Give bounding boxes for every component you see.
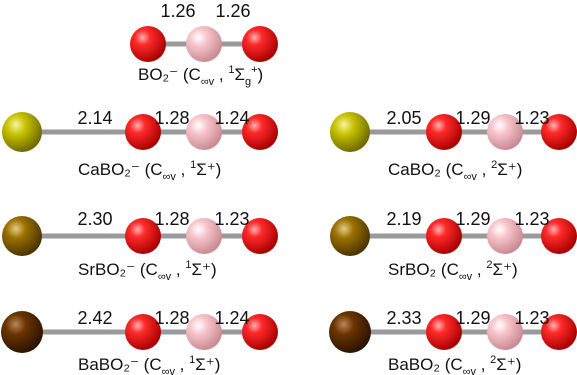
barium-atom bbox=[1, 311, 43, 353]
oxygen-atom bbox=[541, 114, 577, 150]
oxygen-atom bbox=[125, 114, 161, 150]
bond-length-label: 1.28 bbox=[154, 209, 189, 229]
calcium-atom bbox=[330, 112, 370, 152]
formula: SrBO₂ bbox=[388, 260, 436, 279]
electronic-state: Σ⁺ bbox=[492, 260, 511, 279]
bond-length-label: 2.33 bbox=[386, 308, 421, 328]
bond-length-label: 1.23 bbox=[514, 308, 549, 328]
spin-multiplicity: 2 bbox=[486, 259, 492, 271]
point-group-subscript: ∞v bbox=[464, 171, 478, 183]
formula: CaBO₂⁻ bbox=[78, 160, 140, 179]
point-group-subscript: ∞v bbox=[158, 271, 172, 283]
bond-length-label: 1.26 bbox=[215, 1, 250, 21]
molecule-caption: BO₂⁻ (C∞v , 1Σg+) bbox=[138, 64, 263, 88]
bond-length-label: 2.14 bbox=[77, 108, 112, 128]
molecule-caption: BaBO₂ (C∞v , 2Σ⁺) bbox=[388, 354, 521, 375]
point-group-subscript: ∞v bbox=[463, 366, 477, 375]
oxygen-atom bbox=[130, 26, 166, 62]
oxygen-atom bbox=[242, 314, 278, 350]
electronic-state: Σ⁺ bbox=[191, 260, 210, 279]
spin-multiplicity: 2 bbox=[491, 159, 497, 171]
calcium-atom bbox=[2, 112, 42, 152]
formula: SrBO₂⁻ bbox=[78, 260, 135, 279]
boron-atom bbox=[186, 218, 222, 254]
oxygen-atom bbox=[242, 218, 278, 254]
point-group-subscript: ∞v bbox=[163, 171, 177, 183]
molecule-caption: BaBO₂⁻ (C∞v , 1Σ⁺) bbox=[78, 354, 220, 375]
formula: BaBO₂⁻ bbox=[78, 355, 139, 374]
state-superscript: + bbox=[251, 64, 257, 76]
point-group-subscript: ∞v bbox=[459, 271, 473, 283]
spin-multiplicity: 2 bbox=[490, 354, 496, 366]
molecule-cabo2-neutral: 2.05 1.29 1.23 CaBO₂ (C∞v , 2Σ⁺) bbox=[330, 108, 577, 183]
bond-length-label: 2.05 bbox=[386, 108, 421, 128]
boron-atom bbox=[186, 114, 222, 150]
bond-length-label: 1.29 bbox=[455, 209, 490, 229]
electronic-state: Σ⁺ bbox=[195, 355, 214, 374]
electronic-state: Σ⁺ bbox=[496, 355, 515, 374]
boron-atom bbox=[487, 314, 523, 350]
point-group: C bbox=[451, 160, 463, 179]
point-group: C bbox=[450, 355, 462, 374]
bond-length-label: 1.28 bbox=[154, 308, 189, 328]
point-group: C bbox=[146, 260, 158, 279]
point-group: C bbox=[149, 355, 161, 374]
formula: BO₂⁻ bbox=[138, 65, 178, 84]
boron-atom bbox=[186, 26, 222, 62]
spin-multiplicity: 1 bbox=[189, 354, 195, 366]
electronic-state: Σ⁺ bbox=[497, 160, 516, 179]
oxygen-atom bbox=[125, 314, 161, 350]
oxygen-atom bbox=[242, 26, 278, 62]
point-group-subscript: ∞v bbox=[162, 366, 176, 375]
oxygen-atom bbox=[242, 114, 278, 150]
bond-length-label: 2.19 bbox=[386, 209, 421, 229]
bond-length-label: 1.24 bbox=[214, 308, 249, 328]
molecule-caption: SrBO₂⁻ (C∞v , 1Σ⁺) bbox=[78, 259, 217, 283]
bond-length-label: 1.28 bbox=[154, 108, 189, 128]
boron-atom bbox=[487, 218, 523, 254]
molecule-srbo2-anion: 2.30 1.28 1.23 SrBO₂⁻ (C∞v , 1Σ⁺) bbox=[2, 209, 278, 283]
electronic-state: Σ⁺ bbox=[196, 160, 215, 179]
bond-length-label: 1.23 bbox=[514, 108, 549, 128]
bond-length-label: 1.29 bbox=[455, 308, 490, 328]
formula: BaBO₂ bbox=[388, 355, 440, 374]
point-group: C bbox=[447, 260, 459, 279]
molecule-caption: CaBO₂ (C∞v , 2Σ⁺) bbox=[388, 159, 522, 183]
molecule-cabo2-anion: 2.14 1.28 1.24 CaBO₂⁻ (C∞v , 1Σ⁺) bbox=[2, 108, 278, 183]
molecule-caption: SrBO₂ (C∞v , 2Σ⁺) bbox=[388, 259, 518, 283]
bond-length-label: 1.29 bbox=[455, 108, 490, 128]
oxygen-atom bbox=[426, 114, 462, 150]
oxygen-atom bbox=[426, 218, 462, 254]
strontium-atom bbox=[330, 216, 370, 256]
boron-atom bbox=[186, 314, 222, 350]
barium-atom bbox=[329, 311, 371, 353]
strontium-atom bbox=[2, 216, 42, 256]
bond-length-label: 1.24 bbox=[214, 108, 249, 128]
point-group-subscript: ∞v bbox=[201, 76, 215, 88]
bond-length-label: 2.30 bbox=[77, 209, 112, 229]
molecule-babo2-anion: 2.42 1.28 1.24 BaBO₂⁻ (C∞v , 1Σ⁺) bbox=[1, 308, 278, 375]
bond-length-label: 1.26 bbox=[160, 1, 195, 21]
molecule-caption: CaBO₂⁻ (C∞v , 1Σ⁺) bbox=[78, 159, 221, 183]
bond-length-label: 1.23 bbox=[214, 209, 249, 229]
oxygen-atom bbox=[541, 218, 577, 254]
boron-atom bbox=[487, 114, 523, 150]
bond-length-label: 2.42 bbox=[77, 308, 112, 328]
molecule-bo2-anion: 1.26 1.26 BO₂⁻ (C∞v , 1Σg+) bbox=[130, 1, 278, 88]
oxygen-atom bbox=[541, 314, 577, 350]
oxygen-atom bbox=[125, 218, 161, 254]
state-subscript: g bbox=[245, 76, 251, 88]
spin-multiplicity: 1 bbox=[190, 159, 196, 171]
spin-multiplicity: 1 bbox=[228, 64, 234, 76]
molecule-srbo2-neutral: 2.19 1.29 1.23 SrBO₂ (C∞v , 2Σ⁺) bbox=[330, 209, 577, 283]
oxygen-atom bbox=[426, 314, 462, 350]
point-group: C bbox=[189, 65, 201, 84]
spin-multiplicity: 1 bbox=[185, 259, 191, 271]
formula: CaBO₂ bbox=[388, 160, 441, 179]
point-group: C bbox=[150, 160, 162, 179]
bond-length-label: 1.23 bbox=[514, 209, 549, 229]
molecule-babo2-neutral: 2.33 1.29 1.23 BaBO₂ (C∞v , 2Σ⁺) bbox=[329, 308, 577, 375]
electronic-state: Σ bbox=[234, 65, 245, 84]
